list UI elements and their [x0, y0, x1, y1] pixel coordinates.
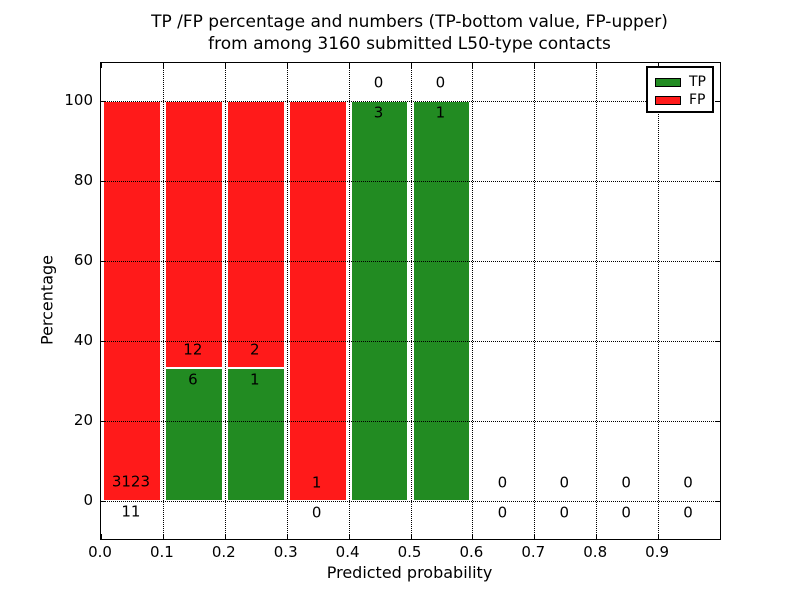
y-tick-40 [101, 341, 106, 342]
legend: TP FP [646, 66, 714, 113]
legend-swatch-tp-icon [655, 77, 681, 87]
fp-count-label-0.2-0.3: 2 [249, 340, 260, 359]
tp-count-label-0.9-1: 0 [683, 503, 693, 522]
x-tick-label-0.3: 0.3 [273, 543, 298, 561]
x-tick-label-0.4: 0.4 [335, 543, 360, 561]
gridline-x-0.2 [224, 63, 226, 539]
fp-count-label-0.8-0.9: 0 [621, 473, 631, 492]
x-tick-label-0.9: 0.9 [645, 543, 670, 561]
y-tick-right-0 [715, 501, 720, 502]
chart-title-line-2: from among 3160 submitted L50-type conta… [208, 34, 611, 54]
y-tick-label-40: 40 [73, 331, 93, 349]
x-tick-top-0.4 [348, 63, 350, 68]
bar-tp-0.5-0.6 [412, 101, 471, 501]
x-tick-label-0.6: 0.6 [459, 543, 484, 561]
gridline-x-0.7 [534, 63, 536, 539]
x-tick-0 [101, 534, 102, 539]
y-tick-right-20 [715, 421, 720, 422]
tp-count-label-0.7-0.8: 0 [559, 503, 570, 522]
x-axis-label: Predicted probability [326, 563, 493, 582]
gridline-x-0.8 [596, 63, 598, 539]
bar-fp-0.1-0.2 [164, 101, 223, 368]
x-tick-top-0.9 [658, 63, 660, 68]
fp-count-label-0.6-0.7: 0 [497, 473, 508, 492]
x-tick-top-0.7 [534, 63, 536, 68]
y-tick-label-20: 20 [73, 411, 93, 429]
y-tick-60 [101, 261, 106, 262]
x-tick-0.1 [162, 534, 164, 539]
tp-count-label-0.6-0.7: 0 [497, 503, 508, 522]
tp-count-label-0.2-0.3: 1 [249, 370, 260, 389]
x-tick-top-0.3 [286, 63, 288, 68]
x-tick-label-0.7: 0.7 [521, 543, 546, 561]
x-tick-top-0.6 [472, 63, 474, 68]
fp-count-label-0-0.1: 3123 [111, 472, 151, 491]
x-tick-top-0.1 [162, 63, 164, 68]
x-tick-top-0.8 [596, 63, 598, 68]
y-tick-label-0: 0 [83, 491, 93, 509]
gridline-x-0.6 [472, 63, 474, 539]
legend-item-fp: FP [648, 91, 712, 109]
legend-label-fp: FP [689, 92, 706, 108]
x-tick-0.2 [224, 534, 226, 539]
y-tick-100 [101, 101, 106, 102]
tp-count-label-0.4-0.5: 3 [373, 103, 384, 122]
x-tick-0.3 [286, 534, 288, 539]
bar-fp-0-0.1 [103, 101, 161, 501]
x-tick-0.7 [534, 534, 536, 539]
x-tick-0.8 [596, 534, 598, 539]
bar-fp-0.2-0.3 [226, 101, 285, 368]
tp-count-label-0.5-0.6: 1 [435, 103, 446, 122]
fp-count-label-0.4-0.5: 0 [373, 73, 384, 92]
x-tick-top-0.2 [224, 63, 226, 68]
y-tick-label-60: 60 [73, 251, 93, 269]
chart-title: TP /FP percentage and numbers (TP-bottom… [100, 11, 719, 55]
plot-area [100, 62, 721, 540]
y-tick-right-100 [715, 101, 720, 102]
x-tick-label-0.1: 0.1 [149, 543, 174, 561]
x-tick-label-0.5: 0.5 [397, 543, 422, 561]
fp-count-label-0.9-1: 0 [683, 473, 693, 492]
gridline-x-0.3 [286, 63, 288, 539]
legend-swatch-fp-icon [655, 95, 681, 105]
bar-fp-0.3-0.4 [288, 101, 347, 501]
gridline-x-0.5 [410, 63, 412, 539]
fp-count-label-0.5-0.6: 0 [435, 73, 446, 92]
gridline-x-0.4 [348, 63, 350, 539]
gridline-x-0.9 [658, 63, 660, 539]
x-tick-label-0.2: 0.2 [211, 543, 236, 561]
x-tick-label-0.8: 0.8 [583, 543, 608, 561]
chart-title-line-1: TP /FP percentage and numbers (TP-bottom… [151, 12, 668, 32]
tp-count-label-0.8-0.9: 0 [621, 503, 631, 522]
x-tick-label-0.0: 0.0 [88, 543, 112, 561]
x-tick-0.5 [410, 534, 412, 539]
tp-count-label-0-0.1: 11 [121, 502, 141, 521]
tp-count-label-0.1-0.2: 6 [188, 370, 198, 389]
y-tick-right-80 [715, 181, 720, 182]
fp-count-label-0.1-0.2: 12 [183, 340, 203, 359]
fp-count-label-0.7-0.8: 0 [559, 473, 570, 492]
y-tick-80 [101, 181, 106, 182]
y-tick-label-80: 80 [73, 171, 93, 189]
bar-tp-0.4-0.5 [350, 101, 409, 501]
tp-count-label-0.3-0.4: 0 [311, 503, 322, 522]
x-tick-0.9 [658, 534, 660, 539]
fp-count-label-0.3-0.4: 1 [311, 473, 322, 492]
y-tick-20 [101, 421, 106, 422]
y-tick-label-100: 100 [64, 91, 93, 109]
x-tick-0.6 [472, 534, 474, 539]
legend-item-tp: TP [648, 73, 712, 91]
bar-tp-0.2-0.3 [226, 367, 285, 501]
bar-tp-0.1-0.2 [164, 367, 223, 501]
x-tick-top-0 [101, 63, 102, 68]
x-tick-top-0.5 [410, 63, 412, 68]
y-tick-right-40 [715, 341, 720, 342]
gridline-x-0.1 [162, 63, 164, 539]
x-tick-0.4 [348, 534, 350, 539]
legend-label-tp: TP [689, 74, 706, 90]
y-tick-right-60 [715, 261, 720, 262]
y-tick-0 [101, 501, 106, 502]
